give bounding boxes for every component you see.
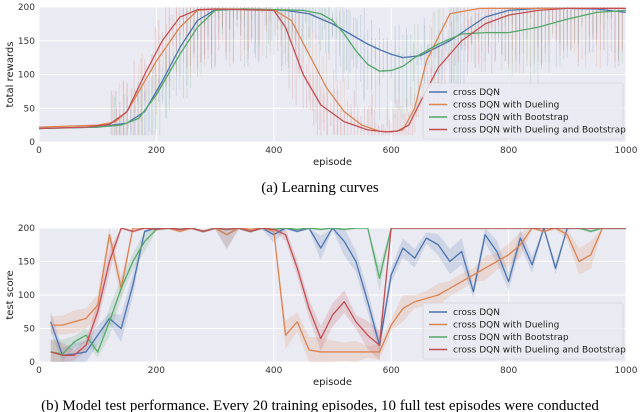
y-tick-label: 50 <box>24 325 36 335</box>
legend-entry: cross DQN with Dueling <box>453 321 559 331</box>
x-tick-label: 200 <box>148 146 165 156</box>
caption-learning-curves: (a) Learning curves <box>261 180 379 196</box>
legend-entry: cross DQN with Bootstrap <box>453 113 569 123</box>
series-layer <box>50 228 626 362</box>
y-tick-label: 150 <box>18 37 35 47</box>
series-line-2 <box>50 228 626 355</box>
x-tick-label: 1000 <box>615 146 638 156</box>
x-tick-label: 200 <box>148 366 165 376</box>
legend-entry: cross DQN with Dueling and Bootstrap <box>453 126 626 136</box>
caption-test-performance: (b) Model test performance. Every 20 tra… <box>41 398 599 412</box>
x-tick-label: 800 <box>500 146 517 156</box>
chart-learning-curves: 0 200 400 600 800 1000 0 50 100 150 200 episode tota… <box>5 3 638 168</box>
series-line-2 <box>39 8 626 130</box>
x-tick-label: 0 <box>36 366 42 376</box>
series-line-3 <box>39 7 626 133</box>
y-axis-label: test score <box>5 270 16 319</box>
x-tick-label: 800 <box>500 366 517 376</box>
x-axis-label: episode <box>313 157 352 168</box>
y-tick-label: 0 <box>29 358 35 368</box>
legend-entry: cross DQN with Dueling and Bootstrap <box>453 346 626 356</box>
x-tick-label: 400 <box>265 146 282 156</box>
x-tick-label: 600 <box>383 146 400 156</box>
series-layer <box>39 7 626 136</box>
legend: cross DQN cross DQN with Dueling cross DQN… <box>422 82 626 140</box>
legend-entry: cross DQN with Dueling <box>453 101 559 111</box>
y-tick-label: 100 <box>18 291 35 301</box>
y-tick-label: 100 <box>18 71 35 81</box>
series-line-0 <box>50 228 626 356</box>
series-line-0 <box>39 7 626 130</box>
y-tick-label: 0 <box>29 138 35 148</box>
y-tick-label: 200 <box>18 224 35 234</box>
legend-entry: cross DQN with Bootstrap <box>453 333 569 343</box>
y-tick-label: 150 <box>18 258 35 268</box>
y-tick-label: 200 <box>18 3 35 13</box>
series-line-1 <box>39 7 626 133</box>
x-axis-label: episode <box>313 377 352 388</box>
chart-test-performance: 0 200 400 600 800 1000 0 50 100 150 200 episode test… <box>5 224 638 388</box>
y-tick-label: 50 <box>24 104 36 114</box>
x-tick-label: 400 <box>265 366 282 376</box>
x-tick-label: 1000 <box>615 366 638 376</box>
legend-box <box>422 82 624 140</box>
y-axis-label: total rewards <box>5 42 16 108</box>
legend-entry: cross DQN <box>453 308 500 318</box>
legend-box <box>422 302 624 360</box>
legend: cross DQN cross DQN with Dueling cross DQN… <box>422 302 626 360</box>
x-tick-label: 600 <box>383 366 400 376</box>
confidence-band <box>50 228 626 362</box>
series-line-3 <box>50 228 626 356</box>
legend-entry: cross DQN <box>453 88 500 98</box>
x-tick-label: 0 <box>36 146 42 156</box>
